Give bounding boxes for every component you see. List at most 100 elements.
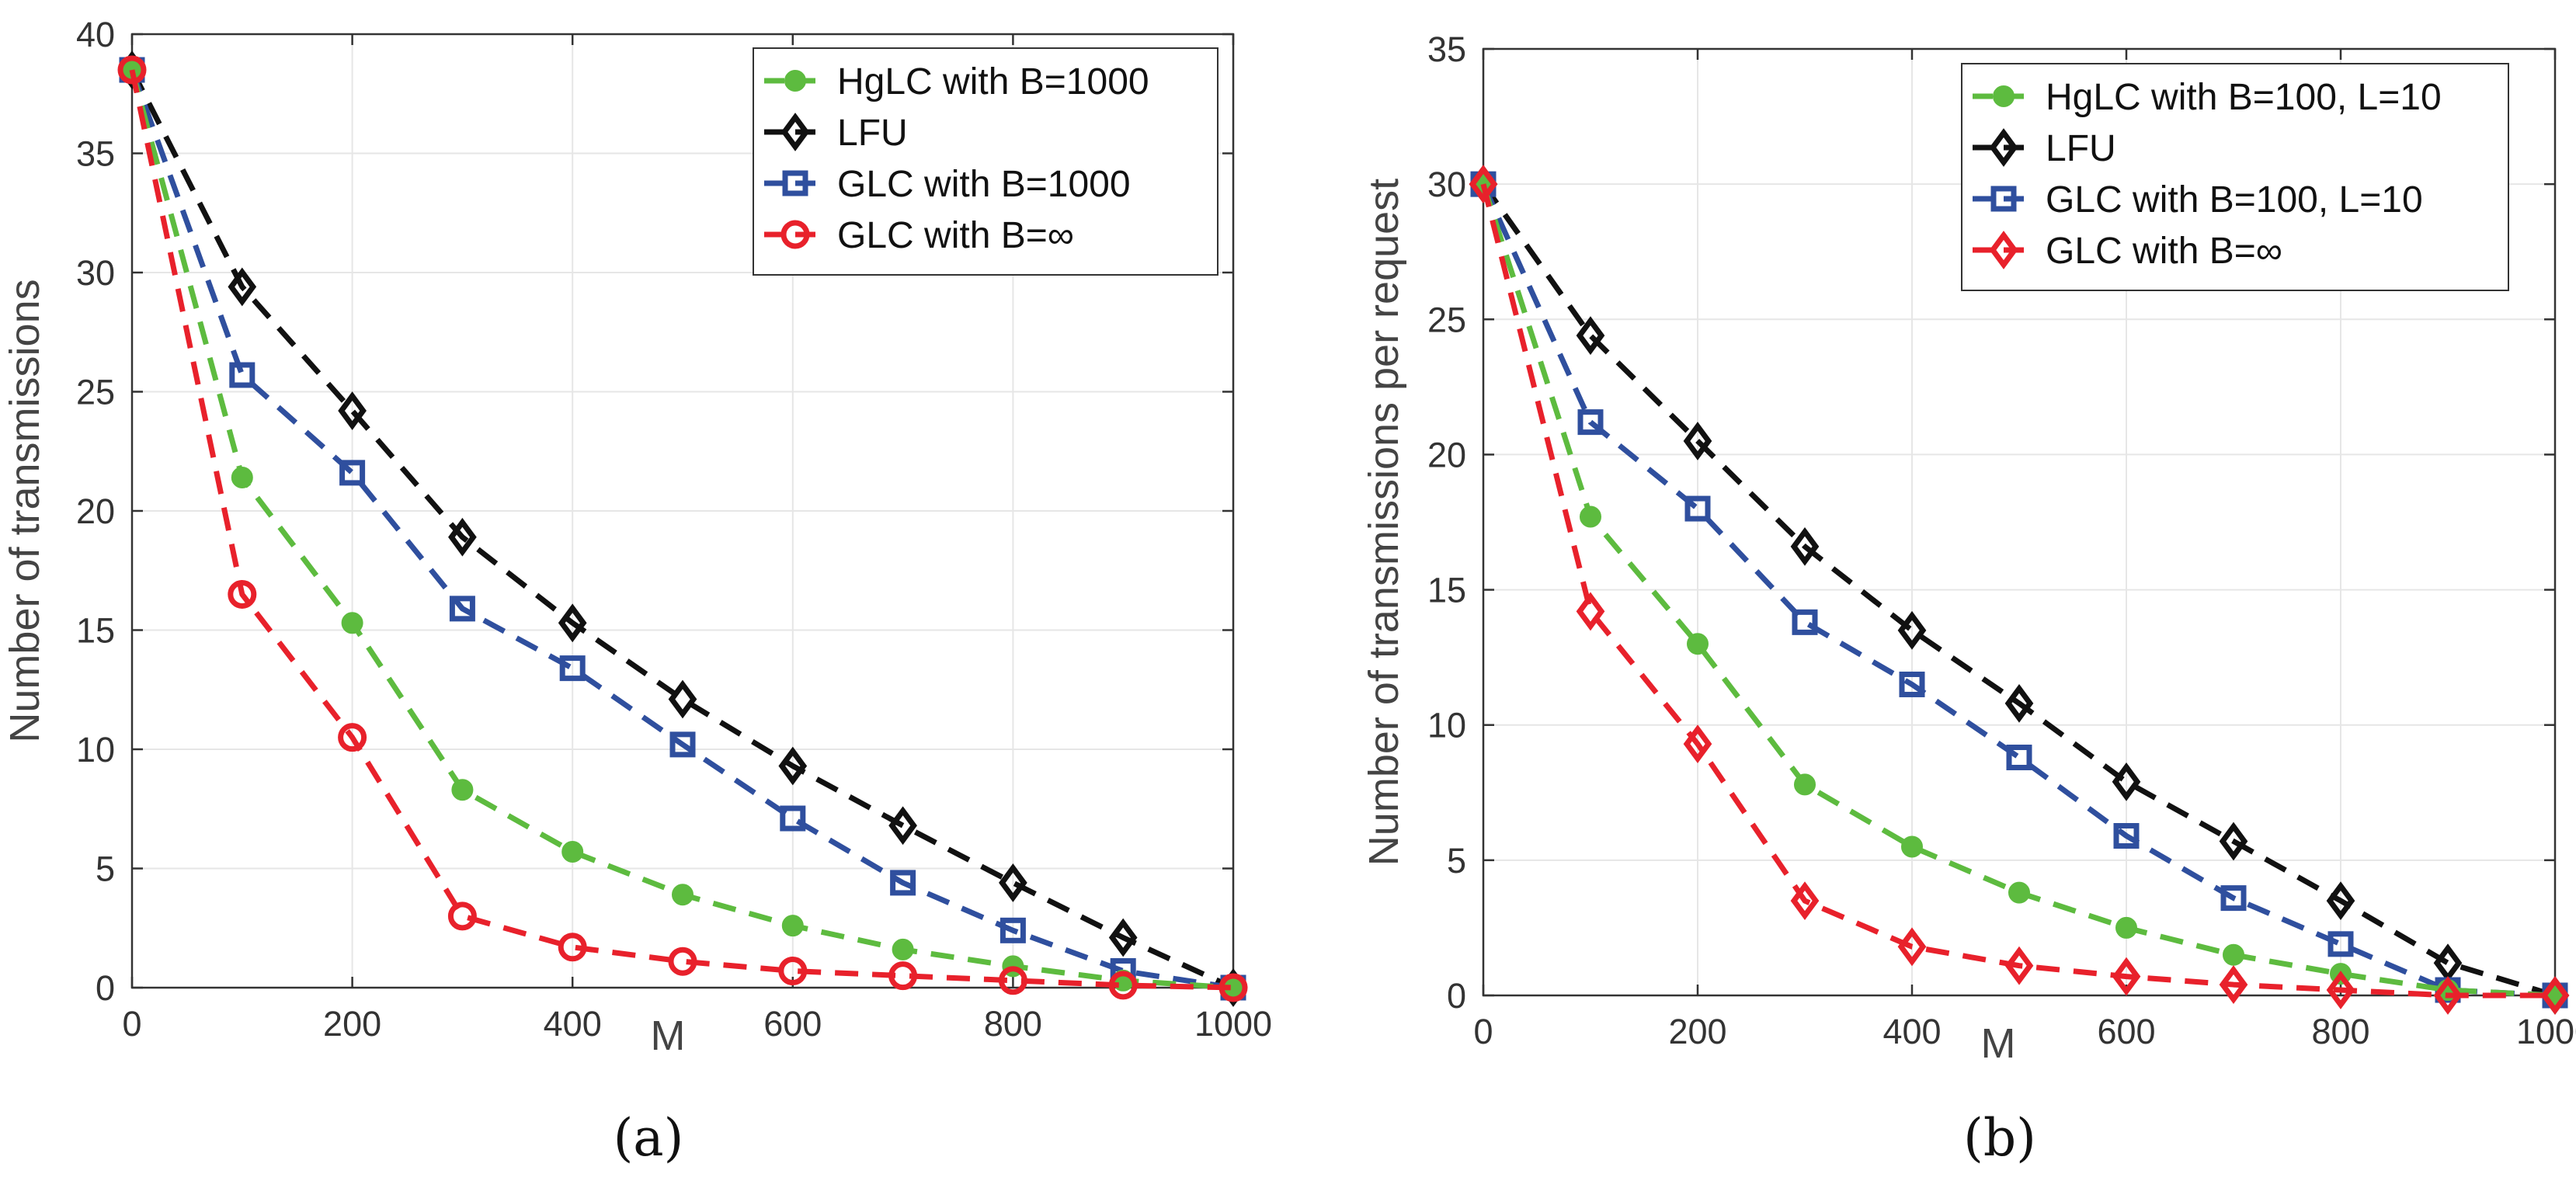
data-point (1218, 973, 1248, 1002)
legend-item: HgLC with B=1000 (764, 61, 1149, 102)
series-line (129, 69, 1234, 991)
data-point (1683, 422, 1712, 460)
y-tick-label: 35 (76, 134, 115, 174)
series-2 (119, 57, 1246, 1001)
x-tick-label: 1000 (2516, 1012, 2576, 1051)
legend-marker (1989, 231, 2018, 269)
data-point (2008, 881, 2030, 904)
data-point (780, 805, 806, 832)
data-point (558, 933, 587, 962)
chart-panel-b: 0 200 400 600 800 1000 0 5 10 15 20 25 30 35 M Number o… (1361, 30, 2576, 1168)
y-tick-label: 0 (1447, 976, 1466, 1016)
data-point (1899, 671, 1925, 697)
data-point (1469, 165, 1498, 204)
data-point (672, 884, 694, 906)
data-point (339, 460, 366, 486)
data-point (2113, 823, 2140, 849)
y-tick-label: 15 (1427, 571, 1466, 610)
data-point (228, 267, 257, 307)
y-tick-label: 10 (1427, 706, 1466, 745)
data-point (2004, 946, 2034, 985)
series-line (129, 68, 1235, 991)
data-point (999, 917, 1026, 943)
series-line (1480, 183, 2555, 999)
data-point (1576, 592, 1605, 631)
y-tick-label: 15 (76, 611, 115, 651)
x-tick-label: 400 (1882, 1012, 1941, 1051)
y-axis-label: Number of transmissions (2, 279, 48, 742)
series-3 (1469, 165, 2570, 1015)
x-tick-label: 200 (323, 1004, 381, 1044)
panel-caption: (a) (614, 1108, 684, 1168)
data-point (338, 723, 367, 752)
data-point (669, 731, 696, 758)
data-point (1577, 409, 1604, 436)
data-point (888, 806, 917, 846)
data-point (1684, 495, 1711, 522)
legend-label: GLC with B=100, L=10 (2046, 179, 2423, 221)
data-point (998, 966, 1027, 995)
data-point (1790, 526, 1820, 566)
legend-box (753, 47, 1218, 276)
data-point (2327, 931, 2354, 957)
y-tick-label: 25 (76, 373, 115, 412)
data-point (668, 679, 697, 719)
chart-panel-a: 0 200 400 600 800 1000 0 5 10 15 20 25 30 35 40 M Number… (2, 15, 1272, 1168)
y-axis-label: Number of transmissions per request (1361, 179, 1407, 866)
legend-label: LFU (2046, 128, 2116, 169)
panel-caption: (b) (1963, 1108, 2036, 1168)
series-line (129, 68, 1234, 991)
data-point (888, 961, 918, 991)
legend-item: LFU (764, 113, 908, 154)
data-point (117, 55, 147, 85)
legend-label: HgLC with B=1000 (837, 61, 1149, 102)
legend-item: LFU (1973, 128, 2116, 169)
x-tick-label: 400 (544, 1004, 602, 1044)
data-point (451, 779, 474, 801)
legend-item: GLC with B=∞ (1973, 231, 2282, 272)
data-point (449, 596, 475, 622)
data-point (1792, 609, 1818, 635)
data-point (2115, 916, 2137, 939)
legend-item: GLC with B=100, L=10 (1973, 179, 2423, 221)
legend: HgLC with B=1000 LFU GLC with B=1000 GLC wi… (753, 47, 1218, 276)
data-point (2006, 745, 2032, 771)
data-point (1897, 927, 1927, 967)
axes-box (1482, 47, 2557, 997)
y-tick-label: 5 (1447, 841, 1466, 881)
y-tick-label: 10 (76, 730, 115, 769)
series-line (1481, 182, 2557, 999)
data-point (231, 467, 253, 489)
legend-marker (784, 70, 806, 92)
legend-item: GLC with B=1000 (764, 164, 1131, 205)
y-tick-label: 35 (1427, 30, 1466, 69)
data-point (778, 746, 808, 786)
data-point (668, 947, 697, 976)
data-point (341, 612, 363, 634)
legend-box (1961, 63, 2509, 291)
legend-item: GLC with B=∞ (764, 215, 1074, 256)
legend-label: GLC with B=∞ (2046, 231, 2282, 272)
legend: HgLC with B=100, L=10 LFU GLC with B=100, … (1961, 63, 2509, 291)
legend-label: HgLC with B=100, L=10 (2046, 77, 2442, 118)
legend-label: GLC with B=1000 (837, 164, 1131, 205)
x-tick-label: 1000 (1194, 1004, 1272, 1044)
data-point (2112, 957, 2141, 996)
data-point (559, 655, 586, 682)
data-point (228, 579, 257, 609)
legend-marker (1993, 85, 2015, 107)
y-tick-label: 0 (96, 968, 115, 1008)
legend-label: LFU (837, 113, 908, 154)
data-point (338, 391, 367, 430)
legend-marker (780, 113, 810, 151)
data-point (2540, 976, 2570, 1015)
x-tick-label: 800 (984, 1004, 1042, 1044)
x-tick-label: 600 (763, 1004, 822, 1044)
data-point (2004, 683, 2034, 723)
y-tick-label: 20 (1427, 435, 1466, 474)
data-point (447, 901, 477, 931)
legend-label: GLC with B=∞ (837, 215, 1074, 256)
data-point (561, 841, 584, 863)
y-tick-label: 25 (1427, 300, 1466, 339)
series-line (1480, 182, 2556, 999)
